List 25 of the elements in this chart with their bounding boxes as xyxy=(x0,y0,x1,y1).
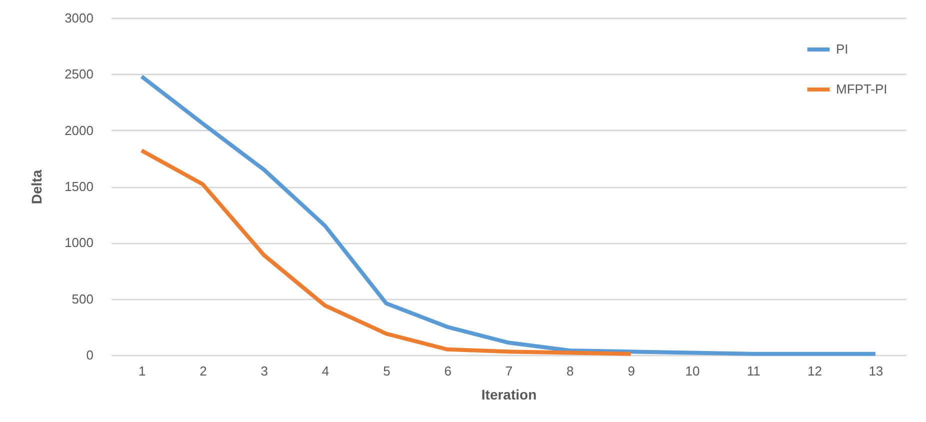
legend-label: PI xyxy=(836,42,848,56)
x-tick-label: 10 xyxy=(685,364,700,378)
y-tick-label: 2000 xyxy=(64,122,94,138)
x-tick-label: 2 xyxy=(200,364,207,378)
x-tick-label: 1 xyxy=(138,364,146,378)
y-axis-title: Delta xyxy=(28,170,45,204)
x-tick-label: 6 xyxy=(444,364,452,378)
x-tick-label: 3 xyxy=(260,364,268,378)
x-tick-label: 12 xyxy=(808,364,822,378)
y-tick-label: 500 xyxy=(72,291,94,306)
y-tick-label: 1500 xyxy=(64,179,94,194)
y-tick-label: 1000 xyxy=(64,235,94,250)
legend-label: MFPT-PI xyxy=(836,82,888,96)
x-tick-label: 13 xyxy=(868,364,884,378)
x-tick-label: 8 xyxy=(566,364,574,378)
x-tick-label: 9 xyxy=(628,364,635,378)
y-tick-label: 0 xyxy=(86,348,94,362)
y-tick-label: 3000 xyxy=(64,10,94,26)
x-tick-label: 4 xyxy=(322,364,330,378)
x-tick-label: 11 xyxy=(746,364,760,378)
x-tick-label: 5 xyxy=(383,364,390,378)
y-tick-label: 2500 xyxy=(64,66,94,82)
x-axis-title: Iteration xyxy=(481,386,537,402)
line-series xyxy=(140,148,633,356)
x-tick-label: 7 xyxy=(505,364,513,378)
